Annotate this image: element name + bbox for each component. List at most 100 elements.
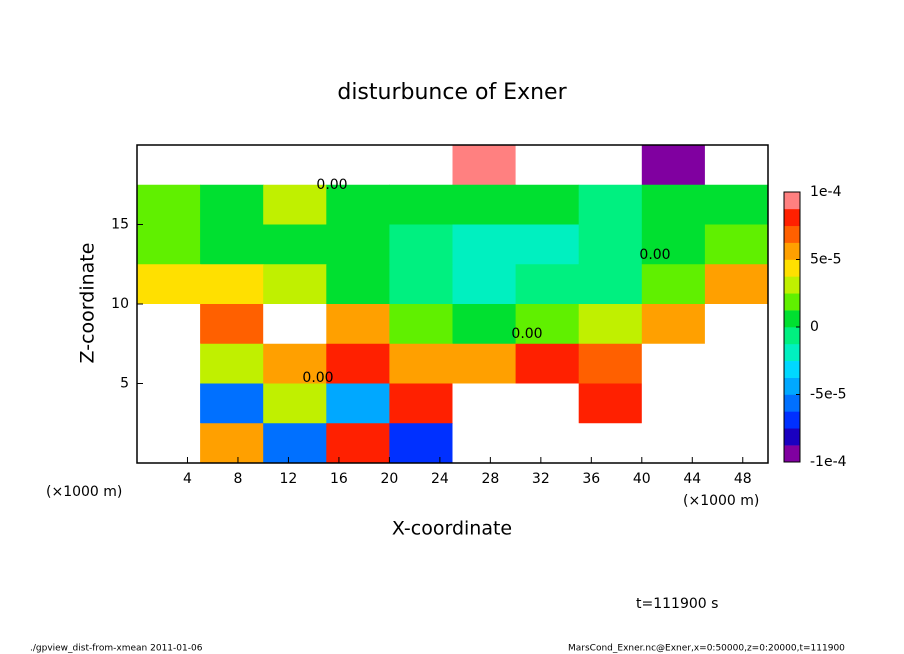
- cell: [137, 264, 201, 305]
- cell: [200, 145, 264, 186]
- colorbar-tick-label: 0: [810, 319, 819, 335]
- y-tick-label: 15: [111, 217, 129, 233]
- colorbar-swatch: [784, 276, 800, 294]
- cell: [704, 383, 769, 424]
- colorbar-tick-label: 1e-4: [810, 184, 842, 200]
- x-tick-label: 28: [481, 471, 499, 487]
- cell: [326, 264, 390, 305]
- field: [137, 145, 769, 464]
- cell: [137, 145, 201, 186]
- colorbar-tick-label: -5e-5: [810, 387, 847, 403]
- colorbar-tick-label: -1e-4: [810, 454, 847, 470]
- cell: [263, 343, 327, 384]
- cell: [515, 423, 580, 464]
- cell: [200, 304, 264, 345]
- x-tick-label: 12: [280, 471, 298, 487]
- colorbar-swatch: [784, 242, 800, 260]
- cell: [452, 184, 517, 225]
- colorbar-swatch: [784, 327, 800, 345]
- cell: [389, 145, 453, 186]
- cell: [137, 304, 201, 345]
- cell: [263, 145, 327, 186]
- footer-right: MarsCond_Exner.nc@Exner,x=0:50000,z=0:20…: [568, 644, 845, 654]
- cell: [389, 264, 453, 305]
- cell: [452, 383, 517, 424]
- cell: [263, 423, 327, 464]
- time-label: t=111900 s: [636, 596, 718, 612]
- contour-label: 0.00: [316, 177, 347, 193]
- footer-left: ./gpview_dist-from-xmean 2011-01-06: [30, 644, 203, 654]
- cell: [641, 145, 706, 186]
- cell: [452, 343, 517, 384]
- cell: [515, 224, 580, 265]
- cell: [641, 264, 706, 305]
- cell: [200, 264, 264, 305]
- colorbar-tick-label: 5e-5: [810, 252, 841, 268]
- colorbar-swatch: [784, 225, 800, 243]
- cell: [452, 304, 517, 345]
- cell: [263, 383, 327, 424]
- colorbar-swatch: [784, 310, 800, 328]
- cell: [452, 264, 517, 305]
- cell: [263, 184, 327, 225]
- cell: [578, 304, 643, 345]
- cell: [515, 304, 580, 345]
- cell: [452, 423, 517, 464]
- cell: [263, 264, 327, 305]
- cell: [578, 423, 643, 464]
- cell: [704, 343, 769, 384]
- x-tick-label: 4: [183, 471, 192, 487]
- colorbar-swatch: [784, 377, 800, 395]
- cell: [326, 423, 390, 464]
- x-tick-label: 20: [380, 471, 398, 487]
- colorbar-swatch: [784, 445, 800, 463]
- cell: [578, 343, 643, 384]
- cell: [515, 343, 580, 384]
- colorbar-swatch: [784, 411, 800, 429]
- y-tick-label: 5: [120, 376, 129, 392]
- cell: [389, 343, 453, 384]
- cell: [641, 343, 706, 384]
- cell: [452, 145, 517, 186]
- x-tick-label: 16: [330, 471, 348, 487]
- cell: [326, 304, 390, 345]
- cell: [326, 145, 390, 186]
- cell: [641, 184, 706, 225]
- cell: [326, 184, 390, 225]
- cell: [578, 224, 643, 265]
- x-tick-label: 48: [734, 471, 752, 487]
- cell: [389, 423, 453, 464]
- cell: [704, 304, 769, 345]
- colorbar-swatch: [784, 360, 800, 378]
- colorbar-swatch: [784, 394, 800, 412]
- cell: [641, 423, 706, 464]
- cell: [641, 224, 706, 265]
- colorbar-swatch: [784, 259, 800, 277]
- contour-label: 0.00: [302, 370, 333, 386]
- cell: [200, 343, 264, 384]
- cell: [578, 145, 643, 186]
- cell: [137, 224, 201, 265]
- cell: [200, 184, 264, 225]
- x-unit: (×1000 m): [46, 484, 122, 500]
- cell: [389, 184, 453, 225]
- cell: [704, 184, 769, 225]
- x-tick-label: 44: [683, 471, 701, 487]
- cell: [704, 145, 769, 186]
- x-axis-label: X-coordinate: [392, 518, 512, 540]
- cell: [578, 383, 643, 424]
- cell: [263, 224, 327, 265]
- x-tick-label: 40: [633, 471, 651, 487]
- colorbar-swatch: [784, 192, 800, 210]
- cell: [326, 343, 390, 384]
- cell: [515, 145, 580, 186]
- cell: [704, 264, 769, 305]
- colorbar-swatch: [784, 293, 800, 311]
- cell: [200, 383, 264, 424]
- cell: [704, 224, 769, 265]
- cell: [389, 304, 453, 345]
- chart-title: disturbunce of Exner: [337, 80, 567, 105]
- cell: [515, 264, 580, 305]
- cell: [137, 423, 201, 464]
